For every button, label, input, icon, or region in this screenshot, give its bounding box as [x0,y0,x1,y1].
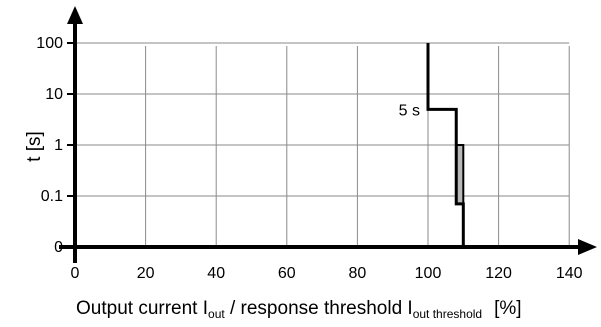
x-tick-label: 20 [137,265,155,282]
grid [75,42,570,247]
x-axis-title-sub1: out [208,307,225,321]
x-tick-label: 0 [71,265,80,282]
y-tick-label: 0.1 [41,188,63,205]
axes [59,6,597,263]
x-axis-title-unit: [%] [494,298,521,319]
x-tick-label: 100 [415,265,442,282]
y-tick-label: 1 [54,137,63,154]
x-axis-title-sub2: out threshold [413,307,482,321]
x-axis-title-main: Output current I [76,298,208,319]
x-tick-label: 40 [207,265,225,282]
trip-curve-line [426,43,465,247]
y-axis-title: t [s] [24,131,45,162]
annotation-label: 5 s [399,102,420,119]
y-tick-label: 0 [54,239,63,256]
y-tick-label: 10 [45,86,63,103]
x-axis-arrowhead [578,239,597,255]
x-axis-title-mid: / response threshold I [225,298,413,319]
x-axis-title: Output current Iout / response threshold… [76,298,522,321]
x-tick-label: 60 [278,265,296,282]
x-tick-label: 140 [556,265,583,282]
tick-labels: 0 0.1 1 10 100 0 20 40 60 80 100 120 140 [36,35,582,282]
y-tick-label: 100 [36,35,63,52]
series-layer [426,43,465,247]
x-tick-label: 120 [485,265,512,282]
x-tick-label: 80 [349,265,367,282]
y-axis-arrowhead [67,6,83,24]
